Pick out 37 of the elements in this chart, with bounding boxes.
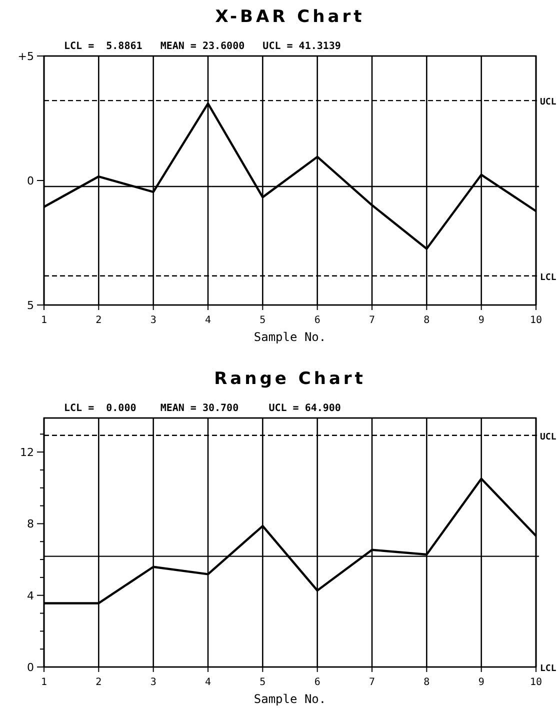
ref-line-label: LCL (540, 272, 557, 283)
x-tick-label: 4 (204, 677, 212, 688)
x-tick-label: 3 (150, 677, 156, 688)
x-axis-title: Sample No. (254, 692, 326, 706)
y-tick-label: 5 (27, 299, 34, 312)
x-tick-label: 6 (314, 315, 320, 326)
x-tick-label: 9 (478, 677, 484, 688)
ref-line-label: UCL (540, 98, 557, 108)
x-tick-label: 6 (314, 677, 320, 688)
ref-line-label: UCL (540, 432, 557, 442)
y-tick-label: 12 (20, 446, 34, 460)
x-tick-label: 7 (368, 677, 376, 688)
y-tick-label: 4 (27, 589, 34, 602)
text: LCL (540, 664, 557, 674)
chart-subtitle: LCL = 5.8861 MEAN = 23.6000 UCL = 41.3139 (64, 41, 341, 52)
x-tick-label: 2 (96, 315, 102, 326)
x-tick-label: 4 (204, 315, 212, 326)
x-tick-label: 9 (478, 315, 484, 326)
x-tick-label: 8 (424, 677, 430, 688)
x-tick-label: 2 (96, 677, 102, 688)
chart-title: X-BAR Chart (215, 7, 365, 27)
x-tick-label: 10 (530, 315, 542, 326)
x-tick-label: 1 (40, 315, 48, 326)
x-tick-label: 1 (40, 677, 48, 688)
x-tick-label: 7 (368, 315, 376, 326)
x-tick-label: 8 (424, 315, 430, 326)
chart-subtitle: LCL = 0.000 MEAN = 30.700 UCL = 64.900 (64, 403, 341, 414)
x-tick-label: 3 (150, 315, 156, 326)
chart-title: Range Chart (214, 369, 366, 389)
x-axis-title: Sample No. (254, 330, 326, 344)
y-tick-label: 0 (27, 174, 34, 188)
x-tick-label: 5 (260, 315, 266, 326)
y-tick-label: 0 (27, 661, 34, 674)
x-tick-label: 5 (260, 677, 266, 688)
y-tick-label: +5 (18, 50, 34, 63)
x-tick-label: 10 (530, 677, 542, 688)
y-tick-label: 8 (27, 518, 34, 531)
